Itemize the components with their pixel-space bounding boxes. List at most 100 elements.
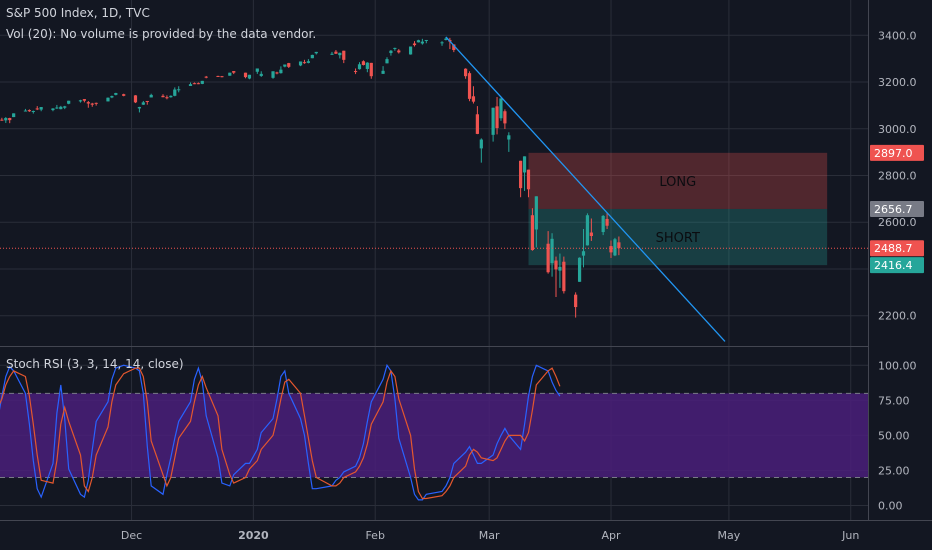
candle-body — [23, 110, 28, 112]
candle-body — [298, 61, 303, 66]
candle — [39, 107, 43, 112]
candle-body — [397, 50, 401, 53]
candles — [0, 36, 621, 318]
candle-body — [220, 76, 224, 78]
candle — [283, 64, 287, 68]
candle — [330, 51, 334, 55]
price-tag: 2897.0 — [870, 144, 924, 161]
candle-body — [334, 51, 338, 54]
candle — [342, 50, 346, 64]
price-tag-text: 2416.4 — [874, 259, 913, 272]
candle — [279, 66, 283, 74]
candle — [59, 105, 63, 110]
candle — [51, 108, 55, 112]
candle — [534, 196, 538, 248]
candle — [385, 57, 389, 64]
candle-body — [12, 113, 16, 118]
candle-body — [302, 62, 307, 64]
candle — [475, 106, 479, 135]
price-tag: 2416.4 — [870, 257, 924, 274]
candle — [27, 109, 31, 112]
candle — [495, 96, 499, 135]
candle — [507, 132, 511, 152]
candle — [12, 113, 16, 118]
candle — [188, 82, 193, 87]
candle — [149, 93, 153, 98]
price-tag-box — [870, 200, 924, 217]
candle — [353, 68, 358, 75]
candle — [613, 237, 617, 257]
candle-body — [200, 80, 204, 84]
candle-body — [353, 71, 358, 73]
candle — [67, 100, 71, 105]
candle — [114, 92, 118, 96]
candle — [169, 95, 173, 98]
candle-body — [589, 232, 593, 237]
candle-body — [562, 261, 566, 292]
candle-body — [8, 118, 12, 121]
candle-body — [31, 111, 35, 113]
candle-body — [310, 54, 314, 59]
candle — [581, 229, 586, 268]
position-label-short: SHORT — [656, 231, 700, 246]
candle — [546, 231, 550, 274]
volume-note: Vol (20): No volume is provided by the d… — [6, 27, 317, 41]
price-tick-label: 2600.0 — [878, 216, 917, 229]
position-long: LONG — [528, 152, 828, 209]
candle — [310, 54, 314, 59]
candle — [338, 52, 342, 59]
candle — [247, 74, 252, 80]
candle-body — [393, 47, 397, 49]
candle — [220, 75, 224, 78]
price-tag-box — [870, 240, 924, 257]
candle-body — [78, 100, 83, 102]
candle-body — [365, 62, 369, 69]
stoch-d-line — [0, 367, 561, 500]
candle — [577, 257, 582, 282]
candle — [200, 80, 204, 85]
candle — [574, 292, 578, 318]
candle — [106, 97, 110, 102]
candle-body — [471, 96, 476, 102]
candle-body — [522, 156, 527, 173]
candle — [605, 212, 609, 230]
candle-body — [440, 42, 444, 44]
candle-body — [196, 83, 200, 85]
candle-body — [314, 51, 318, 54]
candle — [287, 62, 291, 69]
candle — [55, 104, 59, 109]
candle — [585, 213, 590, 246]
candle — [78, 99, 83, 103]
candle — [554, 256, 558, 298]
candle — [389, 50, 393, 56]
candle-body — [330, 53, 334, 55]
candle — [90, 102, 94, 107]
price-tick-label: 3400.0 — [878, 29, 917, 42]
candle-body — [86, 102, 90, 104]
candle — [63, 105, 67, 110]
candle-body — [503, 111, 507, 124]
candle-body — [420, 41, 424, 44]
price-tick-label: 3000.0 — [878, 123, 917, 136]
candle-body — [27, 110, 31, 112]
candle — [361, 60, 366, 66]
candle-body — [507, 135, 511, 140]
candle — [499, 98, 503, 121]
stoch-rsi-label: Stoch RSI (3, 3, 14, 14, close) — [6, 357, 184, 371]
candle — [617, 236, 621, 256]
candle-body — [137, 107, 142, 109]
candle — [196, 82, 200, 85]
candle — [94, 102, 98, 106]
candle-body — [617, 242, 621, 249]
position-box-short — [528, 208, 828, 266]
candle-body — [114, 93, 118, 95]
candle-body — [491, 107, 495, 135]
candle-body — [554, 260, 558, 270]
candle — [479, 138, 483, 163]
candle — [424, 39, 428, 44]
candle — [334, 50, 338, 54]
candle — [122, 93, 126, 97]
candle — [306, 59, 310, 64]
candle — [165, 95, 169, 100]
